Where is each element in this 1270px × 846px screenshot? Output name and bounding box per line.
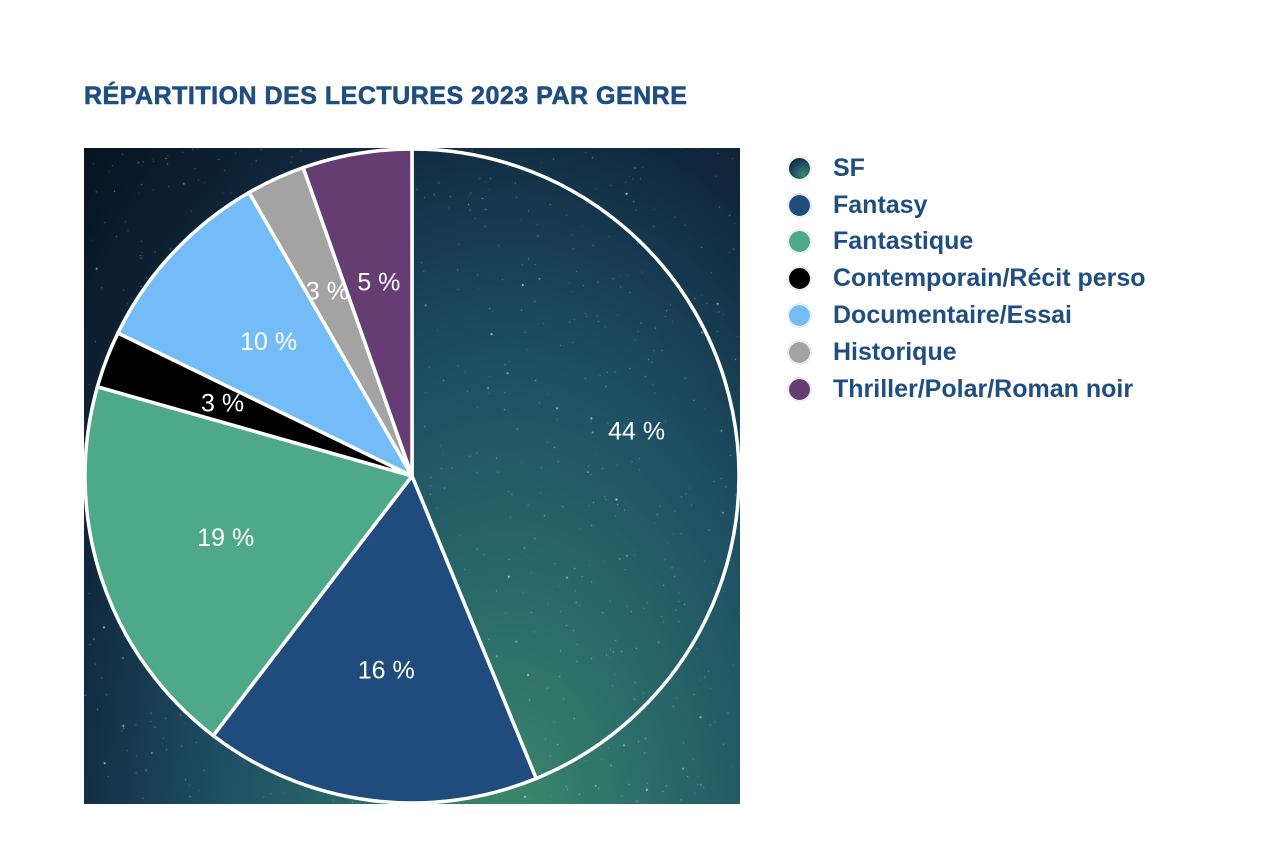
legend-label: Historique <box>833 337 957 366</box>
legend-label: Documentaire/Essai <box>833 301 1072 330</box>
legend-item: SF <box>788 150 1146 187</box>
legend-item: Documentaire/Essai <box>788 297 1146 334</box>
legend-item: Thriller/Polar/Roman noir <box>788 371 1146 408</box>
data-label: 3 % <box>306 278 349 306</box>
legend-item: Fantastique <box>788 224 1146 261</box>
legend-item: Fantasy <box>788 187 1146 224</box>
legend-item: Contemporain/Récit perso <box>788 260 1146 297</box>
chart-title: Répartition des lectures 2023 par genre <box>84 82 688 111</box>
data-label: 16 % <box>358 656 415 684</box>
data-label: 3 % <box>201 390 244 418</box>
legend-label: Fantasy <box>833 190 928 219</box>
legend-label: SF <box>833 153 865 182</box>
data-label: 10 % <box>240 328 297 356</box>
legend-label: Thriller/Polar/Roman noir <box>833 374 1134 403</box>
pie-slice-fantasy <box>211 474 538 805</box>
pie-slice-fantastique <box>83 384 414 738</box>
legend-marker <box>788 193 811 217</box>
legend-item: Historique <box>788 334 1146 371</box>
legend-label: Contemporain/Récit perso <box>833 264 1146 293</box>
data-label: 19 % <box>197 524 254 552</box>
legend: SF Fantasy Fantastique Contemporain/Récit p… <box>788 150 1146 408</box>
legend-marker <box>788 230 811 254</box>
pie-slice-sf <box>410 147 741 781</box>
pie-slice-thriller-polar-roman-noir <box>301 147 414 478</box>
legend-marker <box>788 377 811 401</box>
data-label: 5 % <box>357 269 400 297</box>
legend-marker <box>788 267 811 291</box>
legend-marker <box>788 304 811 328</box>
legend-label: Fantastique <box>833 227 974 256</box>
data-label: 44 % <box>608 418 665 446</box>
pie-slice-documentaire-essai <box>116 190 414 478</box>
legend-marker <box>788 340 811 364</box>
legend-marker <box>788 156 811 180</box>
